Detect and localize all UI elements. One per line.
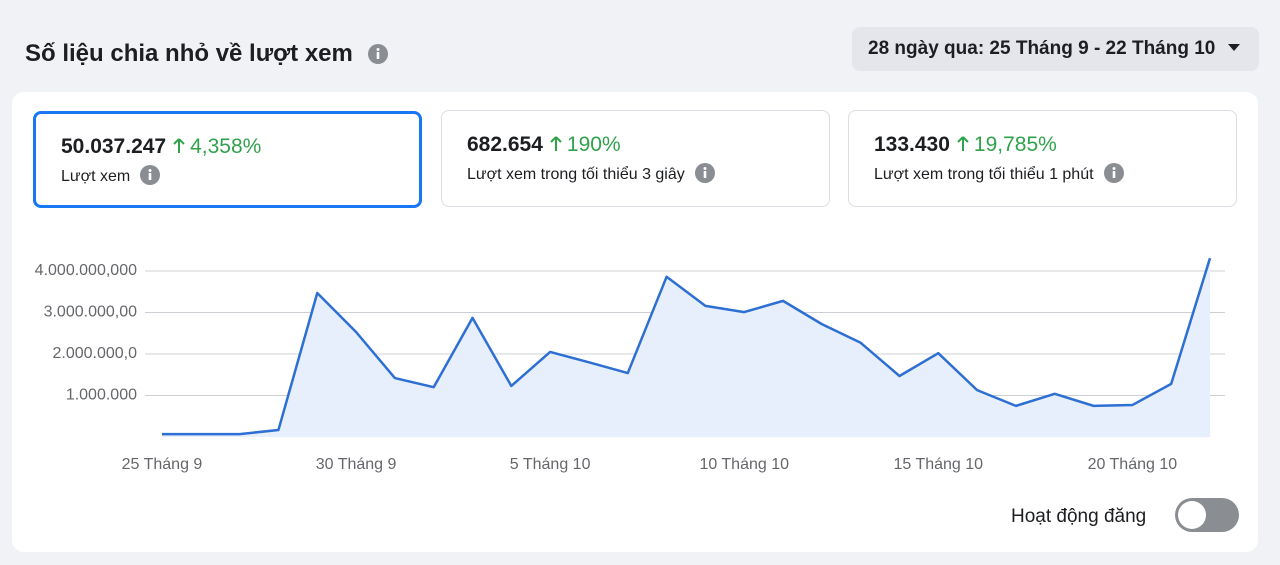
metric-value: 133.430 bbox=[874, 133, 950, 156]
info-icon[interactable] bbox=[694, 163, 715, 183]
x-tick-label: 30 Tháng 9 bbox=[316, 456, 397, 473]
metric-label: Lượt xem trong tối thiểu 1 phút bbox=[874, 166, 1094, 183]
metric-card[interactable]: 50.037.247 4,358% Lượt xem bbox=[33, 111, 422, 208]
metric-value: 682.654 bbox=[467, 133, 543, 156]
metric-change: 19,785% bbox=[973, 133, 1057, 156]
info-icon[interactable] bbox=[1103, 163, 1124, 183]
metric-value-row: 50.037.247 4,358% bbox=[61, 135, 261, 159]
metric-value: 50.037.247 bbox=[61, 135, 167, 158]
x-tick-label: 15 Tháng 10 bbox=[894, 456, 984, 473]
metric-label: Lượt xem trong tối thiểu 3 giây bbox=[467, 166, 685, 183]
x-tick-label: 10 Tháng 10 bbox=[699, 456, 789, 473]
y-tick-label: 3.000.000,00 bbox=[44, 304, 138, 321]
caret bbox=[1228, 44, 1240, 51]
metric-label-row: Lượt xem bbox=[61, 165, 161, 186]
metric-label-row: Lượt xem trong tối thiểu 3 giây bbox=[467, 163, 715, 184]
metric-label-row: Lượt xem trong tối thiểu 1 phút bbox=[874, 163, 1124, 184]
date-range: 28 ngày qua: 25 Tháng 9 - 22 Tháng 10 bbox=[868, 38, 1216, 59]
up-arrow bbox=[173, 138, 185, 153]
area-fill bbox=[162, 258, 1210, 437]
info-icon[interactable] bbox=[367, 44, 388, 64]
y-tick-label: 2.000.000,0 bbox=[52, 345, 137, 362]
page-title: Số liệu chia nhỏ về lượt xem bbox=[25, 40, 388, 68]
chart: 1.000.000 2.000.000,0 3.000.000,00 4.000.00… bbox=[35, 257, 1225, 473]
metric-value-row: 682.654 190% bbox=[467, 133, 621, 157]
title-text: Số liệu chia nhỏ về lượt xem bbox=[25, 40, 353, 67]
up-arrow bbox=[957, 136, 969, 151]
toggle-knob bbox=[1178, 501, 1206, 529]
metric-label: Lượt xem bbox=[61, 168, 131, 185]
x-tick-label: 20 Tháng 10 bbox=[1088, 456, 1178, 473]
metric-value-row: 133.430 19,785% bbox=[874, 133, 1057, 157]
toggle-label: Hoạt động đăng bbox=[1011, 506, 1147, 527]
up-arrow bbox=[550, 136, 562, 151]
info-icon[interactable] bbox=[140, 165, 161, 185]
y-tick-label: 1.000.000 bbox=[66, 387, 137, 404]
y-tick-label: 4.000.000,000 bbox=[35, 262, 137, 279]
x-tick-label: 5 Tháng 10 bbox=[510, 456, 591, 473]
line bbox=[162, 257, 1212, 436]
metric-change: 4,358% bbox=[190, 135, 262, 158]
metric-card[interactable]: 682.654 190% Lượt xem trong tối thiểu 3 gi… bbox=[441, 110, 830, 207]
date-picker[interactable]: 28 ngày qua: 25 Tháng 9 - 22 Tháng 10 bbox=[852, 27, 1259, 71]
toggle-switch[interactable] bbox=[1175, 498, 1239, 532]
x-tick-label: 25 Tháng 9 bbox=[122, 456, 203, 473]
metric-card[interactable]: 133.430 19,785% Lượt xem trong tối thiểu 1… bbox=[848, 110, 1237, 207]
metric-change: 190% bbox=[566, 133, 621, 156]
